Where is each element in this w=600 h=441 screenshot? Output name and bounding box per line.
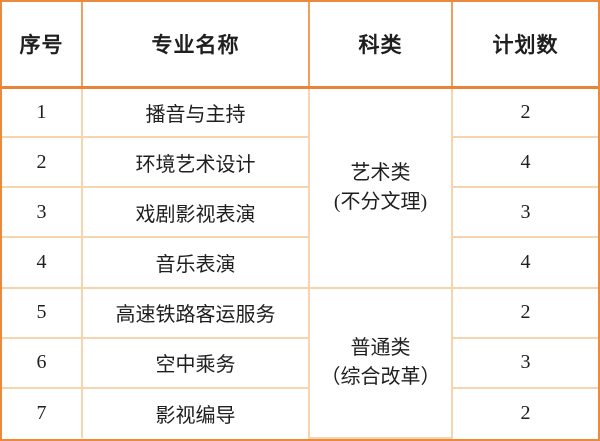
row-major: 音乐表演 — [81, 236, 310, 289]
category-line-1: 艺术类 — [350, 161, 411, 184]
category-cell-arts: 艺术类 (不分文理) — [308, 86, 453, 289]
table-row: 6 空中乘务 3 — [2, 336, 598, 389]
table-row: 5 高速铁路客运服务 普通类 （综合改革） 2 — [2, 286, 598, 440]
row-major: 高速铁路客运服务 — [81, 286, 310, 339]
row-no: 2 — [2, 136, 83, 189]
row-major: 播音与主持 — [81, 85, 310, 139]
column-header-category: 科类 — [308, 2, 453, 89]
category-line-2: （综合改革） — [320, 365, 441, 388]
row-major: 环境艺术设计 — [81, 136, 310, 189]
table-row: 4 音乐表演 4 — [2, 236, 598, 289]
table-row: 7 影视编导 2 — [2, 386, 598, 438]
row-plan: 2 — [451, 286, 598, 339]
row-plan: 4 — [451, 136, 598, 189]
row-no: 1 — [2, 85, 83, 139]
row-plan: 2 — [451, 386, 598, 438]
row-plan: 3 — [451, 186, 598, 239]
row-plan: 4 — [451, 236, 598, 289]
row-no: 7 — [2, 386, 83, 438]
row-plan: 2 — [451, 85, 598, 139]
category-cell-general: 普通类 （综合改革） — [308, 286, 453, 440]
row-no: 5 — [2, 286, 83, 339]
column-header-major: 专业名称 — [81, 2, 310, 89]
row-no: 4 — [2, 236, 83, 289]
row-major: 空中乘务 — [81, 336, 310, 389]
row-major: 戏剧影视表演 — [81, 186, 310, 239]
row-major: 影视编导 — [81, 386, 310, 438]
header-row: 序号 专业名称 科类 计划数 — [2, 2, 598, 89]
table-row: 1 播音与主持 艺术类 (不分文理) 2 — [2, 85, 598, 289]
category-line-2: (不分文理) — [333, 190, 428, 213]
category-line-1: 普通类 — [350, 336, 411, 359]
row-plan: 3 — [451, 336, 598, 389]
column-header-no: 序号 — [2, 2, 83, 89]
row-no: 3 — [2, 186, 83, 239]
column-header-plan: 计划数 — [451, 2, 598, 89]
row-no: 6 — [2, 336, 83, 389]
table-row: 3 戏剧影视表演 3 — [2, 186, 598, 239]
table-row: 2 环境艺术设计 4 — [2, 136, 598, 189]
